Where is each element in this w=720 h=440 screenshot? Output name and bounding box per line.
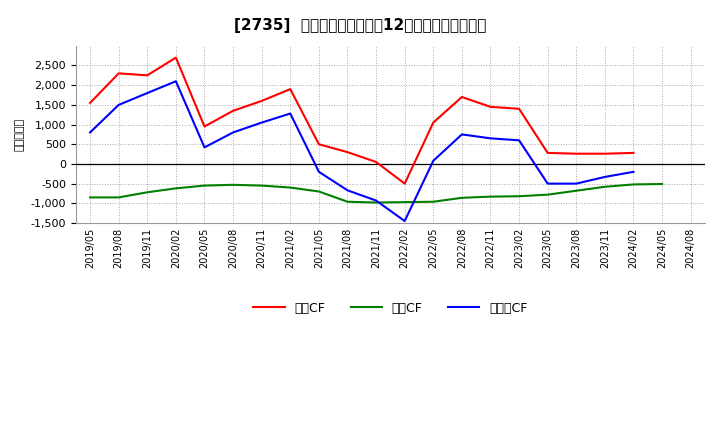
フリーCF [200,145,209,150]
投資CF [171,186,180,191]
営業CF [372,159,380,165]
フリーCF [114,102,123,107]
営業CF [343,150,352,155]
投資CF [343,199,352,205]
営業CF [286,87,294,92]
フリーCF [629,169,638,174]
フリーCF [343,188,352,193]
営業CF [429,120,438,125]
営業CF [515,106,523,111]
フリーCF [286,111,294,116]
投資CF [200,183,209,188]
投資CF [658,181,667,187]
投資CF [114,195,123,200]
フリーCF [400,218,409,224]
営業CF [315,142,323,147]
投資CF [315,189,323,194]
営業CF [629,150,638,156]
フリーCF [143,90,152,95]
フリーCF [572,181,580,186]
フリーCF [458,132,467,137]
営業CF [544,150,552,156]
Text: [2735]  キャッシュフローの12か月移動合計の推移: [2735] キャッシュフローの12か月移動合計の推移 [234,18,486,33]
フリーCF [600,174,609,180]
投資CF [515,194,523,199]
フリーCF [171,79,180,84]
投資CF [400,199,409,205]
投資CF [86,195,94,200]
投資CF [257,183,266,188]
フリーCF [544,181,552,186]
営業CF [257,98,266,103]
投資CF [143,190,152,195]
投資CF [372,200,380,205]
営業CF [229,108,238,114]
投資CF [286,185,294,190]
フリーCF [486,136,495,141]
営業CF [86,100,94,106]
フリーCF [315,169,323,174]
営業CF [114,71,123,76]
投資CF [629,182,638,187]
Legend: 営業CF, 投資CF, フリーCF: 営業CF, 投資CF, フリーCF [248,297,532,319]
営業CF [200,124,209,129]
Line: フリーCF: フリーCF [90,81,634,221]
営業CF [486,104,495,110]
営業CF [143,73,152,78]
Line: 営業CF: 営業CF [90,58,634,183]
営業CF [458,94,467,99]
フリーCF [429,158,438,163]
投資CF [544,192,552,197]
フリーCF [86,130,94,135]
フリーCF [229,130,238,135]
投資CF [486,194,495,199]
投資CF [600,184,609,189]
フリーCF [257,120,266,125]
フリーCF [372,198,380,203]
投資CF [572,188,580,193]
投資CF [429,199,438,205]
投資CF [229,182,238,187]
営業CF [171,55,180,60]
営業CF [400,181,409,186]
投資CF [458,195,467,201]
Y-axis label: （百万円）: （百万円） [15,118,25,151]
Line: 投資CF: 投資CF [90,184,662,202]
フリーCF [515,138,523,143]
営業CF [600,151,609,156]
営業CF [572,151,580,156]
